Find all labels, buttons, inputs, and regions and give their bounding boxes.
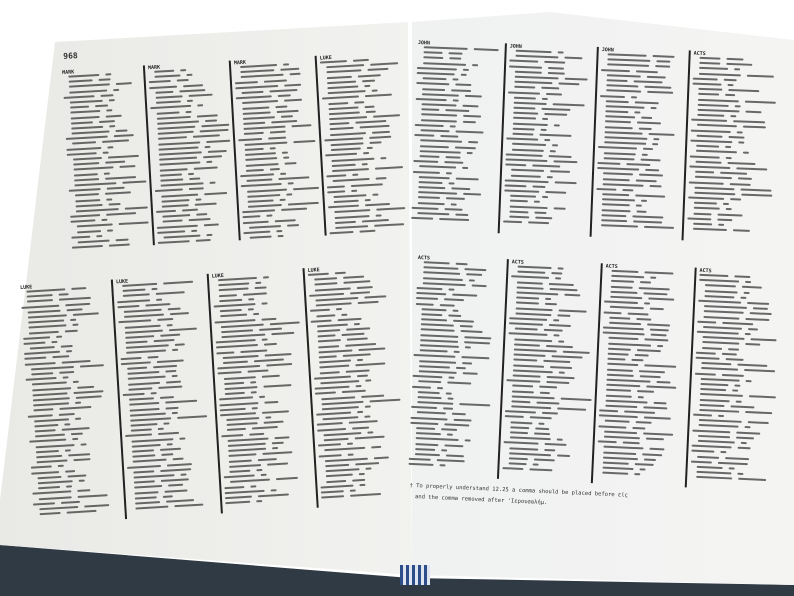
text-column: LUKE xyxy=(116,274,218,513)
text-column: JOHN xyxy=(411,40,502,225)
text-column: MARK xyxy=(62,66,150,252)
text-column: ACTS xyxy=(502,259,598,476)
text-column: LUKE xyxy=(320,51,408,237)
bookmark-ribbon xyxy=(400,565,430,585)
text-column: JOHN xyxy=(503,44,594,229)
text-column: ACTS xyxy=(690,268,786,485)
text-column: ACTS xyxy=(408,255,504,472)
text-column: ACTS xyxy=(687,51,778,236)
text-column: JOHN xyxy=(595,47,686,232)
text-column: MARK xyxy=(148,61,236,247)
text-column: LUKE xyxy=(212,268,314,507)
page-number: 968 xyxy=(62,51,78,61)
text-column: ACTS xyxy=(596,264,692,481)
text-column: MARK xyxy=(234,56,322,242)
text-column: LUKE xyxy=(20,280,122,519)
text-column: LUKE xyxy=(307,263,409,502)
